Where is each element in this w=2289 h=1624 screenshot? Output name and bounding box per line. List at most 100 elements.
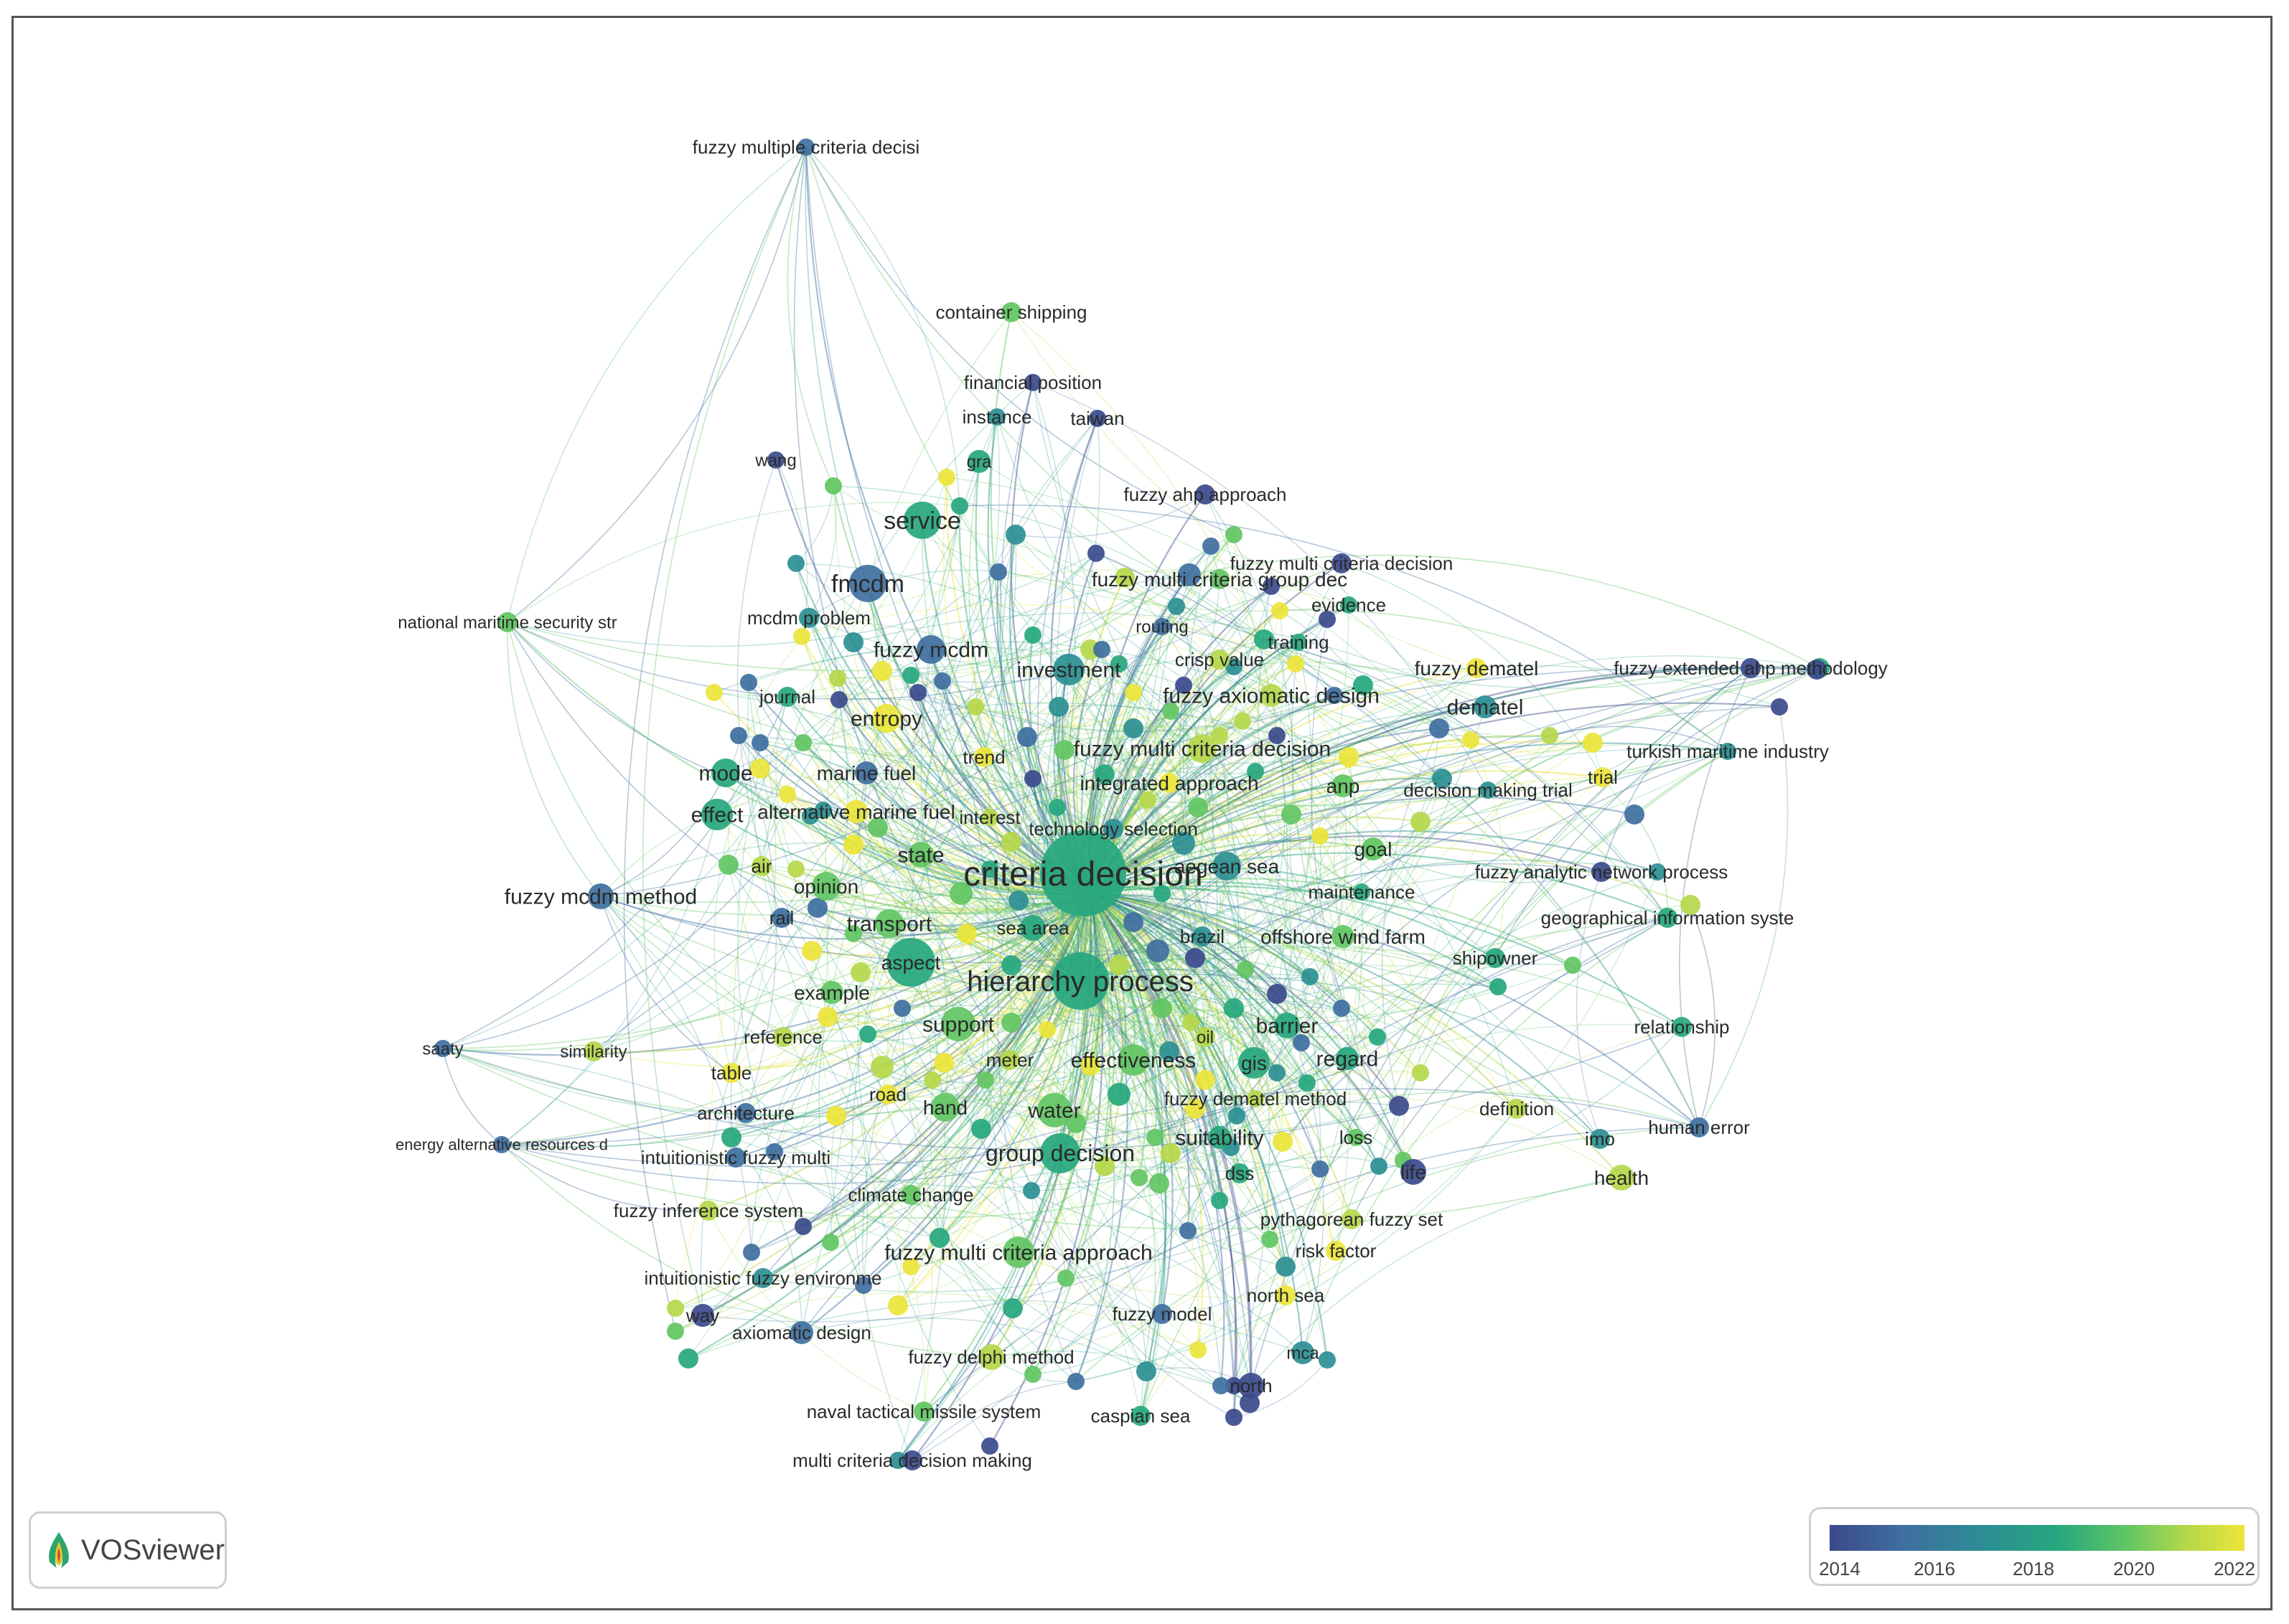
keyword-node[interactable] [1225, 1377, 1242, 1394]
keyword-node[interactable] [740, 674, 757, 691]
keyword-node[interactable] [917, 635, 945, 664]
keyword-label[interactable]: effect [691, 804, 744, 827]
keyword-node[interactable] [1319, 1351, 1336, 1369]
keyword-node[interactable] [726, 1147, 746, 1168]
keyword-node[interactable] [802, 807, 819, 825]
keyword-label[interactable]: fuzzy extended ahp methodology [1614, 657, 1888, 679]
keyword-node[interactable] [1185, 948, 1205, 968]
keyword-node[interactable] [1001, 955, 1021, 975]
keyword-node[interactable] [795, 734, 812, 751]
keyword-node[interactable] [1507, 1099, 1527, 1119]
keyword-label[interactable]: fuzzy delphi method [908, 1346, 1074, 1368]
keyword-node[interactable] [1175, 677, 1192, 694]
keyword-node[interactable] [1024, 770, 1041, 787]
keyword-node[interactable] [743, 1244, 760, 1261]
keyword-label[interactable]: road [869, 1084, 907, 1105]
keyword-label[interactable]: decision making trial [1403, 779, 1573, 801]
keyword-node[interactable] [967, 698, 984, 715]
keyword-label[interactable]: relationship [1634, 1016, 1730, 1038]
keyword-node[interactable] [1649, 863, 1666, 881]
keyword-node[interactable] [1263, 578, 1280, 595]
keyword-node[interactable] [1067, 1373, 1085, 1390]
keyword-node[interactable] [1254, 629, 1274, 649]
keyword-label[interactable]: fuzzy multi criteria decision [1230, 553, 1454, 574]
keyword-node[interactable] [1410, 812, 1431, 832]
keyword-node[interactable] [1024, 1366, 1041, 1383]
keyword-label[interactable]: fuzzy dematel method [1164, 1088, 1347, 1109]
keyword-node[interactable] [1298, 1074, 1316, 1092]
keyword-node[interactable] [902, 667, 919, 684]
keyword-label[interactable]: interest [959, 807, 1021, 828]
keyword-node[interactable] [1479, 782, 1497, 799]
keyword-node[interactable] [497, 612, 518, 632]
keyword-label[interactable]: hand [923, 1097, 968, 1119]
keyword-node[interactable] [902, 1258, 919, 1275]
keyword-node[interactable] [753, 1268, 773, 1288]
keyword-node[interactable] [1123, 718, 1143, 738]
keyword-node[interactable] [1003, 1298, 1023, 1318]
keyword-node[interactable] [1624, 804, 1644, 825]
keyword-node[interactable] [1008, 891, 1029, 911]
keyword-node[interactable] [872, 661, 892, 681]
keyword-node[interactable] [772, 908, 792, 928]
keyword-label[interactable]: rail [769, 907, 795, 929]
keyword-node[interactable] [706, 684, 723, 701]
keyword-label[interactable]: maintenance [1309, 881, 1415, 903]
keyword-node[interactable] [886, 938, 935, 987]
keyword-node[interactable] [1118, 1044, 1149, 1076]
keyword-label[interactable]: service [884, 507, 961, 535]
keyword-label[interactable]: fmcdm [831, 571, 904, 598]
keyword-label[interactable]: fuzzy multi criteria group dec [1092, 568, 1347, 591]
keyword-node[interactable] [1336, 1047, 1359, 1070]
keyword-node[interactable] [909, 684, 927, 701]
keyword-label[interactable]: trend [963, 746, 1005, 768]
keyword-node[interactable] [1275, 1285, 1296, 1305]
keyword-node[interactable] [691, 1304, 714, 1327]
keyword-node[interactable] [1095, 764, 1115, 784]
keyword-node[interactable] [1089, 410, 1106, 427]
keyword-node[interactable] [1192, 926, 1212, 947]
keyword-node[interactable] [924, 1071, 941, 1089]
keyword-node[interactable] [1331, 553, 1352, 573]
keyword-label[interactable]: regard [1316, 1048, 1379, 1071]
keyword-node[interactable] [1131, 1169, 1148, 1186]
keyword-node[interactable] [698, 1201, 718, 1221]
keyword-label[interactable]: shipowner [1453, 947, 1538, 969]
keyword-node[interactable] [1301, 968, 1319, 985]
keyword-node[interactable] [1152, 998, 1172, 1018]
keyword-label[interactable]: human error [1648, 1117, 1750, 1138]
keyword-label[interactable]: multi criteria decision making [792, 1450, 1032, 1471]
keyword-label[interactable]: definition [1479, 1098, 1554, 1120]
keyword-node[interactable] [1108, 1083, 1131, 1106]
keyword-node[interactable] [678, 1348, 698, 1369]
keyword-label[interactable]: fuzzy inference system [614, 1200, 803, 1221]
keyword-node[interactable] [766, 1143, 783, 1160]
keyword-node[interactable] [795, 1218, 812, 1235]
keyword-node[interactable] [718, 855, 739, 875]
keyword-label[interactable]: intuitionistic fuzzy environme [645, 1267, 882, 1289]
keyword-node[interactable] [1362, 837, 1385, 860]
keyword-node[interactable] [1234, 713, 1251, 730]
keyword-node[interactable] [988, 408, 1006, 426]
keyword-node[interactable] [981, 860, 998, 878]
keyword-node[interactable] [1136, 1361, 1156, 1381]
keyword-label[interactable]: financial position [964, 372, 1102, 393]
keyword-node[interactable] [1023, 1182, 1040, 1199]
keyword-node[interactable] [1125, 684, 1142, 701]
keyword-label[interactable]: meter [986, 1049, 1034, 1071]
keyword-node[interactable] [1261, 1231, 1278, 1248]
keyword-node[interactable] [1024, 626, 1041, 644]
keyword-node[interactable] [1057, 1269, 1075, 1287]
keyword-label[interactable]: gra [967, 452, 992, 471]
keyword-node[interactable] [1225, 1409, 1242, 1426]
keyword-node[interactable] [855, 1277, 872, 1294]
keyword-node[interactable] [799, 608, 819, 628]
keyword-node[interactable] [1474, 695, 1497, 718]
keyword-node[interactable] [808, 898, 828, 918]
keyword-label[interactable]: support [922, 1013, 995, 1037]
keyword-node[interactable] [1172, 832, 1195, 855]
keyword-label[interactable]: fuzzy model [1113, 1303, 1212, 1325]
keyword-node[interactable] [1039, 1021, 1056, 1038]
keyword-label[interactable]: caspian sea [1091, 1405, 1191, 1427]
keyword-node[interactable] [1247, 1090, 1264, 1107]
